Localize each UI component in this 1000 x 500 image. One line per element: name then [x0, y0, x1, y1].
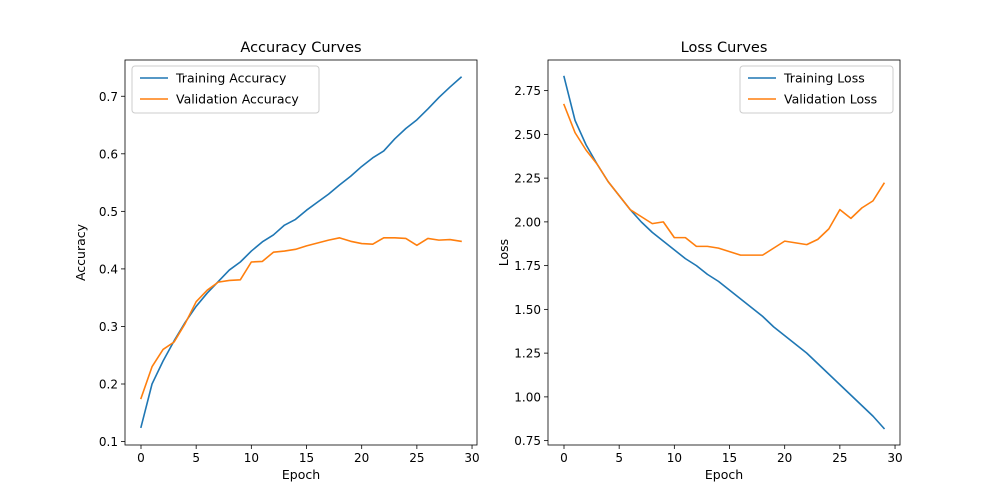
legend-label: Training Loss — [783, 71, 865, 86]
chart-title: Accuracy Curves — [240, 40, 361, 56]
x-tick-label: 0 — [137, 451, 145, 465]
y-tick-label: 0.75 — [514, 434, 541, 448]
accuracy-panel: 0 5 10 15 20 25 30 0.1 0.2 0.3 0.4 0.5 0.6 0.7 Accurac… — [73, 40, 480, 482]
loss-panel: 0 5 10 15 20 25 30 0.75 1.00 1.25 1.50 1.75 2.00 2.25… — [496, 40, 903, 482]
x-tick-label: 0 — [560, 451, 568, 465]
x-tick-label: 15 — [299, 451, 314, 465]
y-tick-label: 2.25 — [514, 172, 541, 186]
series-line-validation — [139, 237, 462, 400]
y-tick-label: 1.25 — [514, 347, 541, 361]
x-tick-label: 5 — [615, 451, 623, 465]
y-tick-label: 2.00 — [514, 215, 541, 229]
legend-box — [131, 65, 320, 114]
plot-frame — [547, 59, 901, 446]
y-tick-label: 0.1 — [99, 435, 118, 449]
y-tick-label: 0.4 — [99, 262, 118, 276]
x-tick-label: 10 — [244, 451, 259, 465]
x-tick-label: 25 — [409, 451, 424, 465]
x-tick-label: 30 — [887, 451, 902, 465]
y-tick-label: 1.75 — [514, 259, 541, 273]
y-tick-label: 0.6 — [99, 147, 118, 161]
y-tick-label: 1.50 — [514, 303, 541, 317]
x-axis-label: Epoch — [282, 467, 320, 482]
legend-box — [739, 65, 894, 114]
y-axis-label: Accuracy — [73, 223, 88, 281]
x-tick-label: 15 — [722, 451, 737, 465]
y-tick-label: 0.5 — [99, 205, 118, 219]
chart-title: Loss Curves — [681, 40, 768, 56]
legend-label: Validation Accuracy — [176, 92, 299, 107]
y-tick-label: 0.3 — [99, 320, 118, 334]
y-tick-label: 2.50 — [514, 128, 541, 142]
x-axis-label: Epoch — [705, 467, 743, 482]
legend-label: Validation Loss — [784, 92, 877, 107]
x-tick-label: 10 — [667, 451, 682, 465]
y-tick-label: 2.75 — [514, 84, 541, 98]
series-line-validation — [562, 103, 886, 256]
x-tick-label: 30 — [464, 451, 479, 465]
y-tick-label: 0.2 — [99, 377, 118, 391]
y-tick-label: 0.7 — [99, 90, 118, 104]
y-axis-label: Loss — [496, 239, 511, 266]
legend-label: Training Accuracy — [175, 71, 287, 86]
x-tick-label: 20 — [777, 451, 792, 465]
x-tick-label: 25 — [832, 451, 847, 465]
x-tick-label: 20 — [354, 451, 369, 465]
x-tick-label: 5 — [192, 451, 200, 465]
series-line-training — [140, 76, 463, 429]
y-tick-label: 1.00 — [514, 390, 541, 404]
plot-frame — [124, 59, 478, 446]
